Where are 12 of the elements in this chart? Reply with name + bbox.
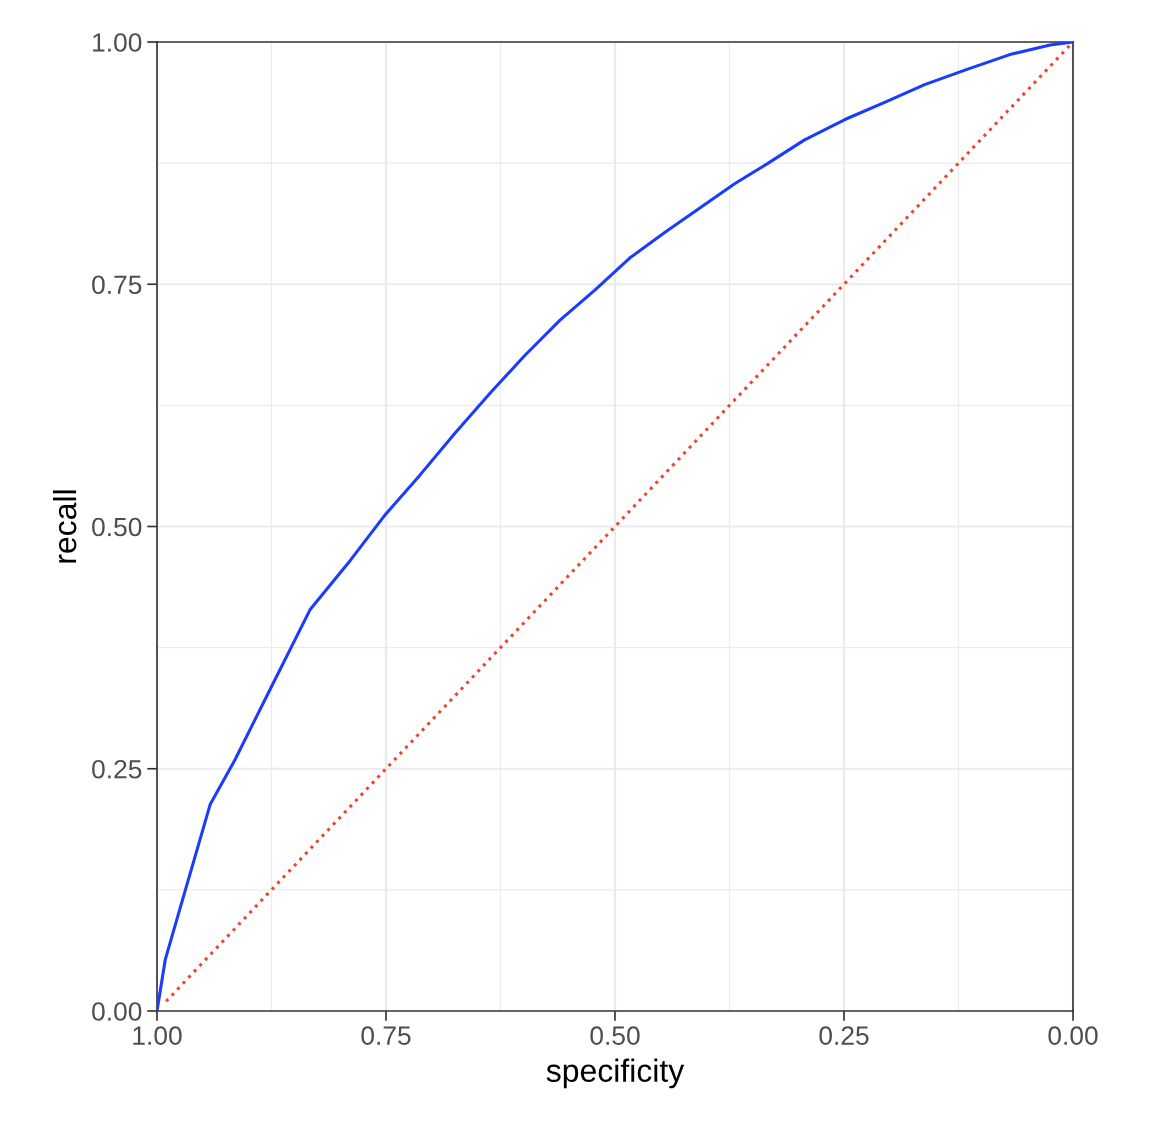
x-tick-label: 1.00	[133, 1026, 182, 1045]
x-tick-label: 0.00	[1048, 1026, 1098, 1045]
y-tick-label: 0.25	[92, 759, 142, 779]
x-axis-title: specificity	[546, 1058, 685, 1089]
x-tick-label: 0.50	[590, 1026, 640, 1045]
y-tick-label: 0.75	[92, 275, 142, 295]
y-tick-label: 0.00	[92, 1002, 142, 1021]
y-tick-label: 1.00	[93, 33, 142, 52]
y-axis-title: recall	[52, 490, 77, 563]
y-tick-label: 0.50	[92, 517, 142, 537]
x-tick-label: 0.25	[819, 1026, 869, 1045]
x-tick-label: 0.75	[361, 1026, 411, 1045]
